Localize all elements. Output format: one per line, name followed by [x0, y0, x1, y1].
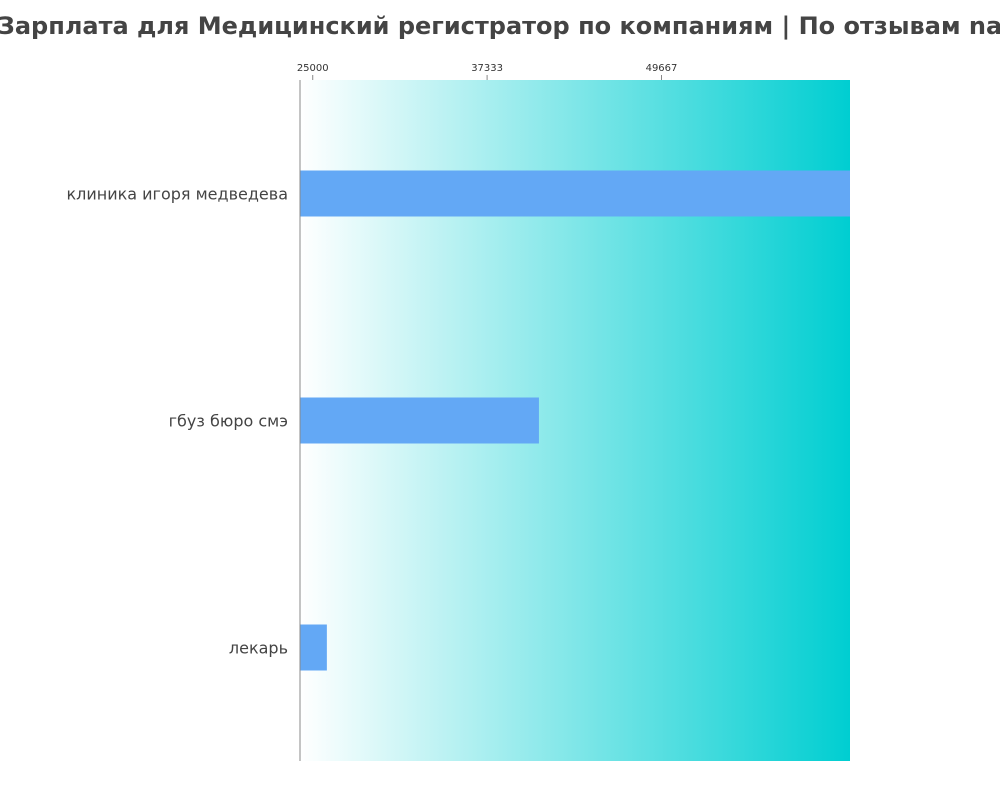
category-label: клиника игоря медведева — [66, 185, 288, 204]
x-tick-label: 37333 — [471, 63, 503, 74]
bars-layer — [300, 170, 850, 671]
bar — [300, 624, 327, 671]
x-tick-label: 49667 — [646, 63, 678, 74]
category-labels-layer: клиника игоря медведева гбуз бюро смэ лека… — [66, 185, 288, 658]
category-label: гбуз бюро смэ — [169, 412, 288, 431]
bar — [300, 170, 850, 217]
category-label: лекарь — [229, 639, 288, 658]
ticks-layer: 25000 37333 49667 — [297, 63, 678, 80]
x-tick-label: 25000 — [297, 63, 329, 74]
chart-title: Зарплата для Медицинский регистратор по … — [0, 12, 1000, 40]
bar — [300, 397, 539, 444]
